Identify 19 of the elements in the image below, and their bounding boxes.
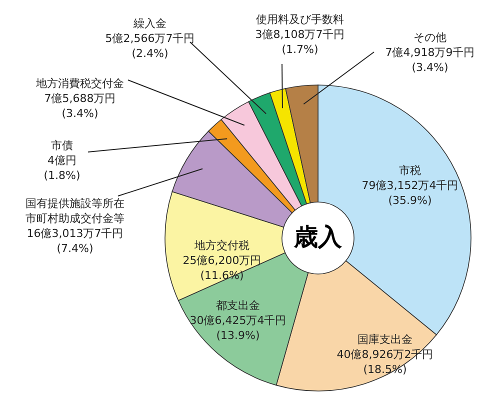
data-label: 7億4,918万9千円 (3.4%)	[385, 46, 475, 74]
slice-label: 地方交付税	[194, 239, 250, 252]
slice-label: 市債	[51, 139, 73, 152]
slice-label: その他	[414, 31, 446, 44]
slice-label: 使用料及び手数料	[256, 13, 344, 26]
slice-label: 市税	[399, 164, 421, 177]
slice-label: 国庫支出金	[358, 333, 412, 346]
data-label: 5億2,566万7千円 (2.4%)	[105, 32, 195, 60]
slice-label: 都支出金	[216, 299, 260, 312]
data-label: 3億8,108万7千円 (1.7%)	[255, 28, 345, 56]
data-label: 79億3,152万4千円 (35.9%)	[362, 179, 458, 207]
text: 歳入	[293, 223, 343, 251]
slice-label: 地方消費税交付金	[35, 77, 124, 90]
slice-label: 国有提供施設等所在市町村助成交付金等	[26, 197, 124, 225]
slice-label: 繰入金	[132, 17, 166, 30]
data-label: 4億円 (1.8%)	[44, 154, 80, 182]
data-label: 30億6,425万4千円 (13.9%)	[190, 314, 286, 342]
data-label: 7億5,688万円 (3.4%)	[44, 92, 116, 120]
data-label: 16億3,013万7千円 (7.4%)	[26, 227, 124, 255]
